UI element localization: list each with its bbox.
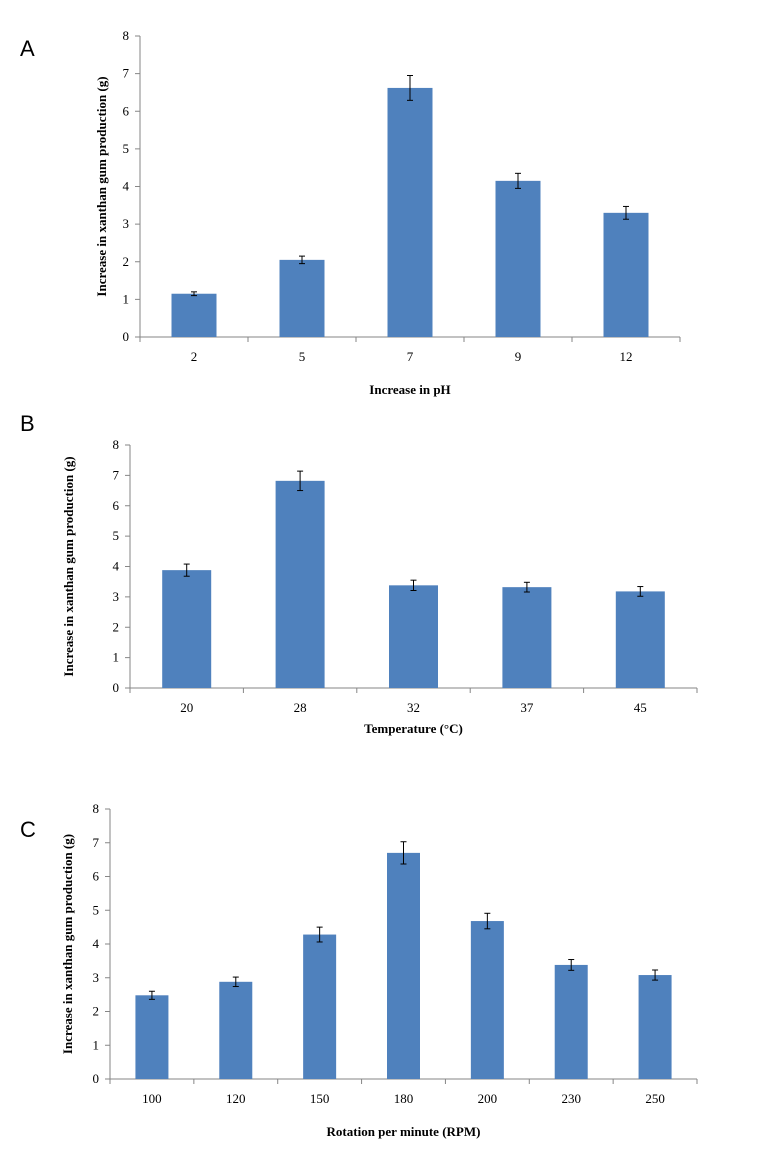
x-tick-label: 20 [180,700,193,715]
x-tick-label: 230 [561,1091,581,1106]
y-tick-label: 2 [113,619,120,634]
bar [638,975,672,1079]
x-tick-label: 28 [294,700,307,715]
y-tick-label: 2 [123,254,130,269]
y-tick-label: 3 [93,970,100,985]
x-tick-label: 200 [478,1091,498,1106]
y-tick-label: 3 [113,589,120,604]
panel-label-c: C [20,817,36,842]
bar [162,570,212,688]
y-tick-label: 6 [93,869,100,884]
y-tick-label: 1 [93,1037,100,1052]
y-tick-label: 8 [93,801,100,816]
bar [279,259,325,337]
y-tick-label: 4 [113,559,120,574]
x-axis-title: Rotation per minute (RPM) [327,1124,481,1139]
y-tick-label: 1 [113,650,120,665]
x-tick-label: 32 [407,700,420,715]
bar [615,591,665,688]
x-tick-label: 100 [142,1091,162,1106]
panel-label-a: A [20,36,35,61]
x-tick-label: 2 [191,349,198,364]
y-tick-label: 0 [93,1071,100,1086]
y-tick-label: 7 [93,835,100,850]
y-axis-title: Increase in xanthan gum production (g) [60,834,75,1054]
y-tick-label: 8 [123,28,130,43]
y-tick-label: 7 [113,467,120,482]
bar [603,212,649,337]
x-tick-label: 12 [620,349,633,364]
x-axis-title: Increase in pH [369,382,450,397]
bar [303,934,337,1079]
y-tick-label: 0 [113,680,120,695]
y-tick-label: 5 [123,141,130,156]
panel-label-b: B [20,411,35,436]
bar [135,995,169,1079]
y-tick-label: 8 [113,437,120,452]
x-axis-title: Temperature (°C) [364,721,463,736]
x-tick-label: 9 [515,349,522,364]
x-tick-label: 37 [520,700,534,715]
y-tick-label: 7 [123,66,130,81]
bar [387,852,420,1079]
x-tick-label: 5 [299,349,306,364]
x-tick-label: 250 [645,1091,665,1106]
y-tick-label: 6 [113,498,120,513]
bar [275,480,325,688]
bar [554,964,588,1079]
y-tick-label: 2 [93,1004,100,1019]
y-axis-title: Increase in xanthan gum production (g) [61,456,76,676]
bar [470,921,504,1079]
bar [502,587,552,688]
bar [171,293,217,337]
x-tick-label: 45 [634,700,647,715]
x-tick-label: 150 [310,1091,330,1106]
bar [495,180,541,337]
y-tick-label: 5 [113,528,120,543]
bar [387,87,433,337]
y-tick-label: 4 [123,179,130,194]
bar [389,585,438,688]
x-tick-label: 7 [407,349,414,364]
y-tick-label: 6 [123,103,130,118]
x-tick-label: 180 [394,1091,414,1106]
y-tick-label: 5 [93,902,100,917]
y-tick-label: 3 [123,216,130,231]
bar [219,981,253,1079]
x-tick-label: 120 [226,1091,246,1106]
y-tick-label: 1 [123,291,130,306]
y-tick-label: 4 [93,936,100,951]
y-axis-title: Increase in xanthan gum production (g) [94,76,109,296]
y-tick-label: 0 [123,329,130,344]
